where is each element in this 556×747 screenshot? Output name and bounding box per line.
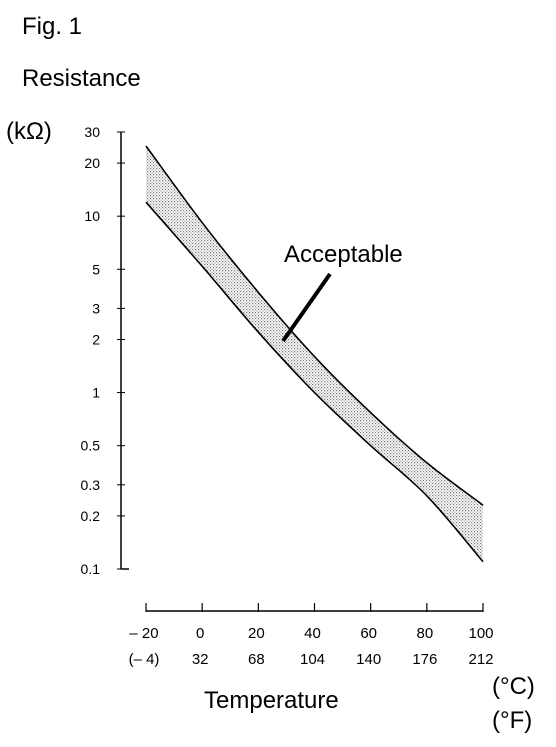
y-tick-label: 2: [92, 331, 100, 347]
acceptable-band-layer: [146, 145, 483, 562]
x-tick-label-celsius: 40: [304, 625, 321, 642]
x-axis-unit-fahrenheit: (°F): [492, 707, 532, 734]
x-tick-label-celsius: 0: [196, 625, 204, 642]
y-tick-label: 0.5: [81, 438, 101, 454]
x-tick-label-fahrenheit: 176: [412, 651, 437, 668]
x-tick-label-celsius: – 20: [129, 625, 158, 642]
figure-label: Fig. 1: [22, 13, 82, 40]
y-tick-layer: 30 20 10 5 3 2 1 0.5 0.3 0.2 0.1: [81, 124, 125, 577]
curve-layer: [145, 145, 484, 563]
x-tick-label-fahrenheit: 32: [192, 651, 209, 668]
y-tick-label: 0.1: [81, 561, 101, 577]
x-tick-label-celsius: 20: [248, 625, 265, 642]
x-axis-unit-celsius: (°C): [492, 673, 535, 700]
y-tick-label: 5: [92, 261, 100, 277]
x-tick-layer: – 20 (– 4) 0 32 20 68 40 104 60 140 80 176 100 212: [129, 603, 494, 668]
y-tick-label: 1: [92, 385, 100, 401]
y-tick-label: 0.2: [81, 508, 101, 524]
y-tick-label: 20: [84, 155, 100, 171]
x-tick-label-fahrenheit: 68: [248, 651, 265, 668]
x-tick-label-fahrenheit: (– 4): [129, 651, 160, 668]
y-tick-label: 0.3: [81, 477, 101, 493]
x-tick-label-celsius: 100: [468, 625, 493, 642]
y-tick-label: 3: [92, 300, 100, 316]
x-tick-label-fahrenheit: 140: [356, 651, 381, 668]
x-tick-label-celsius: 80: [416, 625, 433, 642]
callout-leader-line: [281, 272, 332, 343]
lower-limit-curve: [145, 201, 484, 563]
y-axis-title: Resistance: [22, 65, 141, 92]
upper-limit-curve: [145, 145, 484, 506]
x-tick-label-celsius: 60: [360, 625, 377, 642]
y-tick-label: 30: [84, 124, 100, 140]
x-tick-label-fahrenheit: 104: [300, 651, 325, 668]
acceptable-band: [146, 145, 483, 562]
y-axis-unit: (kΩ): [6, 118, 52, 145]
band-label: Acceptable: [284, 241, 403, 268]
x-axis-title: Temperature: [204, 687, 339, 714]
x-tick-label-fahrenheit: 212: [468, 651, 493, 668]
y-tick-label: 10: [84, 208, 100, 224]
